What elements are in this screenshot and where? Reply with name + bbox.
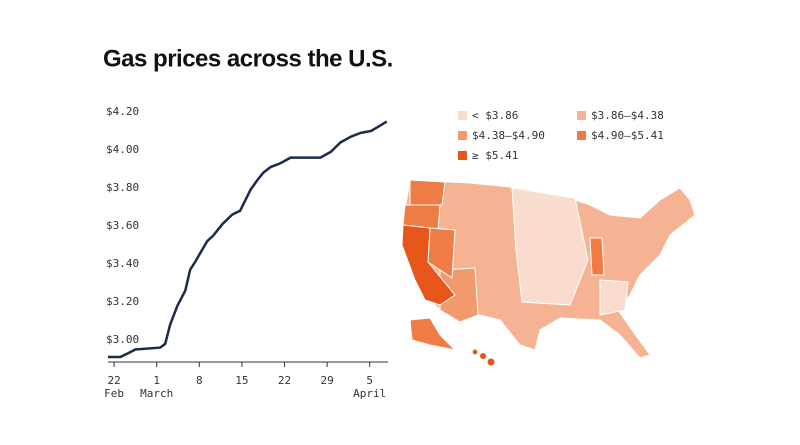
x-tick-label: 5 <box>366 374 373 387</box>
legend-swatch <box>577 111 586 120</box>
y-tick-label: $3.40 <box>106 257 139 270</box>
legend-swatch <box>458 111 467 120</box>
legend-swatch <box>577 131 586 140</box>
x-tick-label: 1 <box>153 374 160 387</box>
legend-label: $4.90–$5.41 <box>591 129 664 142</box>
legend-label: ≥ $5.41 <box>472 149 518 162</box>
y-tick-label: $3.00 <box>106 333 139 346</box>
map-hi <box>472 349 478 355</box>
map-hi <box>487 358 495 366</box>
x-tick-label: 29 <box>321 374 334 387</box>
x-tick-label: 15 <box>235 374 248 387</box>
legend-swatch <box>458 151 467 160</box>
legend-swatch <box>458 131 467 140</box>
map-hi <box>480 353 486 359</box>
x-tick-label: 8 <box>196 374 203 387</box>
map-wa <box>409 179 446 206</box>
legend-label: < $3.86 <box>472 109 518 122</box>
y-tick-label: $4.00 <box>106 143 139 156</box>
legend-label: $4.38–$4.90 <box>472 129 545 142</box>
map-ak <box>409 317 457 351</box>
x-month-label: Feb <box>104 387 124 400</box>
map-region <box>511 187 589 306</box>
map-region <box>589 237 605 276</box>
x-month-label: April <box>353 387 386 400</box>
x-month-label: March <box>140 387 173 400</box>
y-tick-label: $3.80 <box>106 181 139 194</box>
y-tick-label: $4.20 <box>106 105 139 118</box>
legend-label: $3.86–$4.38 <box>591 109 664 122</box>
x-tick-label: 22 <box>278 374 291 387</box>
y-tick-label: $3.20 <box>106 295 139 308</box>
x-tick-label: 22 <box>107 374 120 387</box>
chart-title: Gas prices across the U.S. <box>103 45 393 72</box>
us-map <box>401 179 696 366</box>
map-region <box>599 279 629 316</box>
y-tick-label: $3.60 <box>106 219 139 232</box>
map-ca <box>401 224 456 306</box>
line-series <box>108 120 388 359</box>
